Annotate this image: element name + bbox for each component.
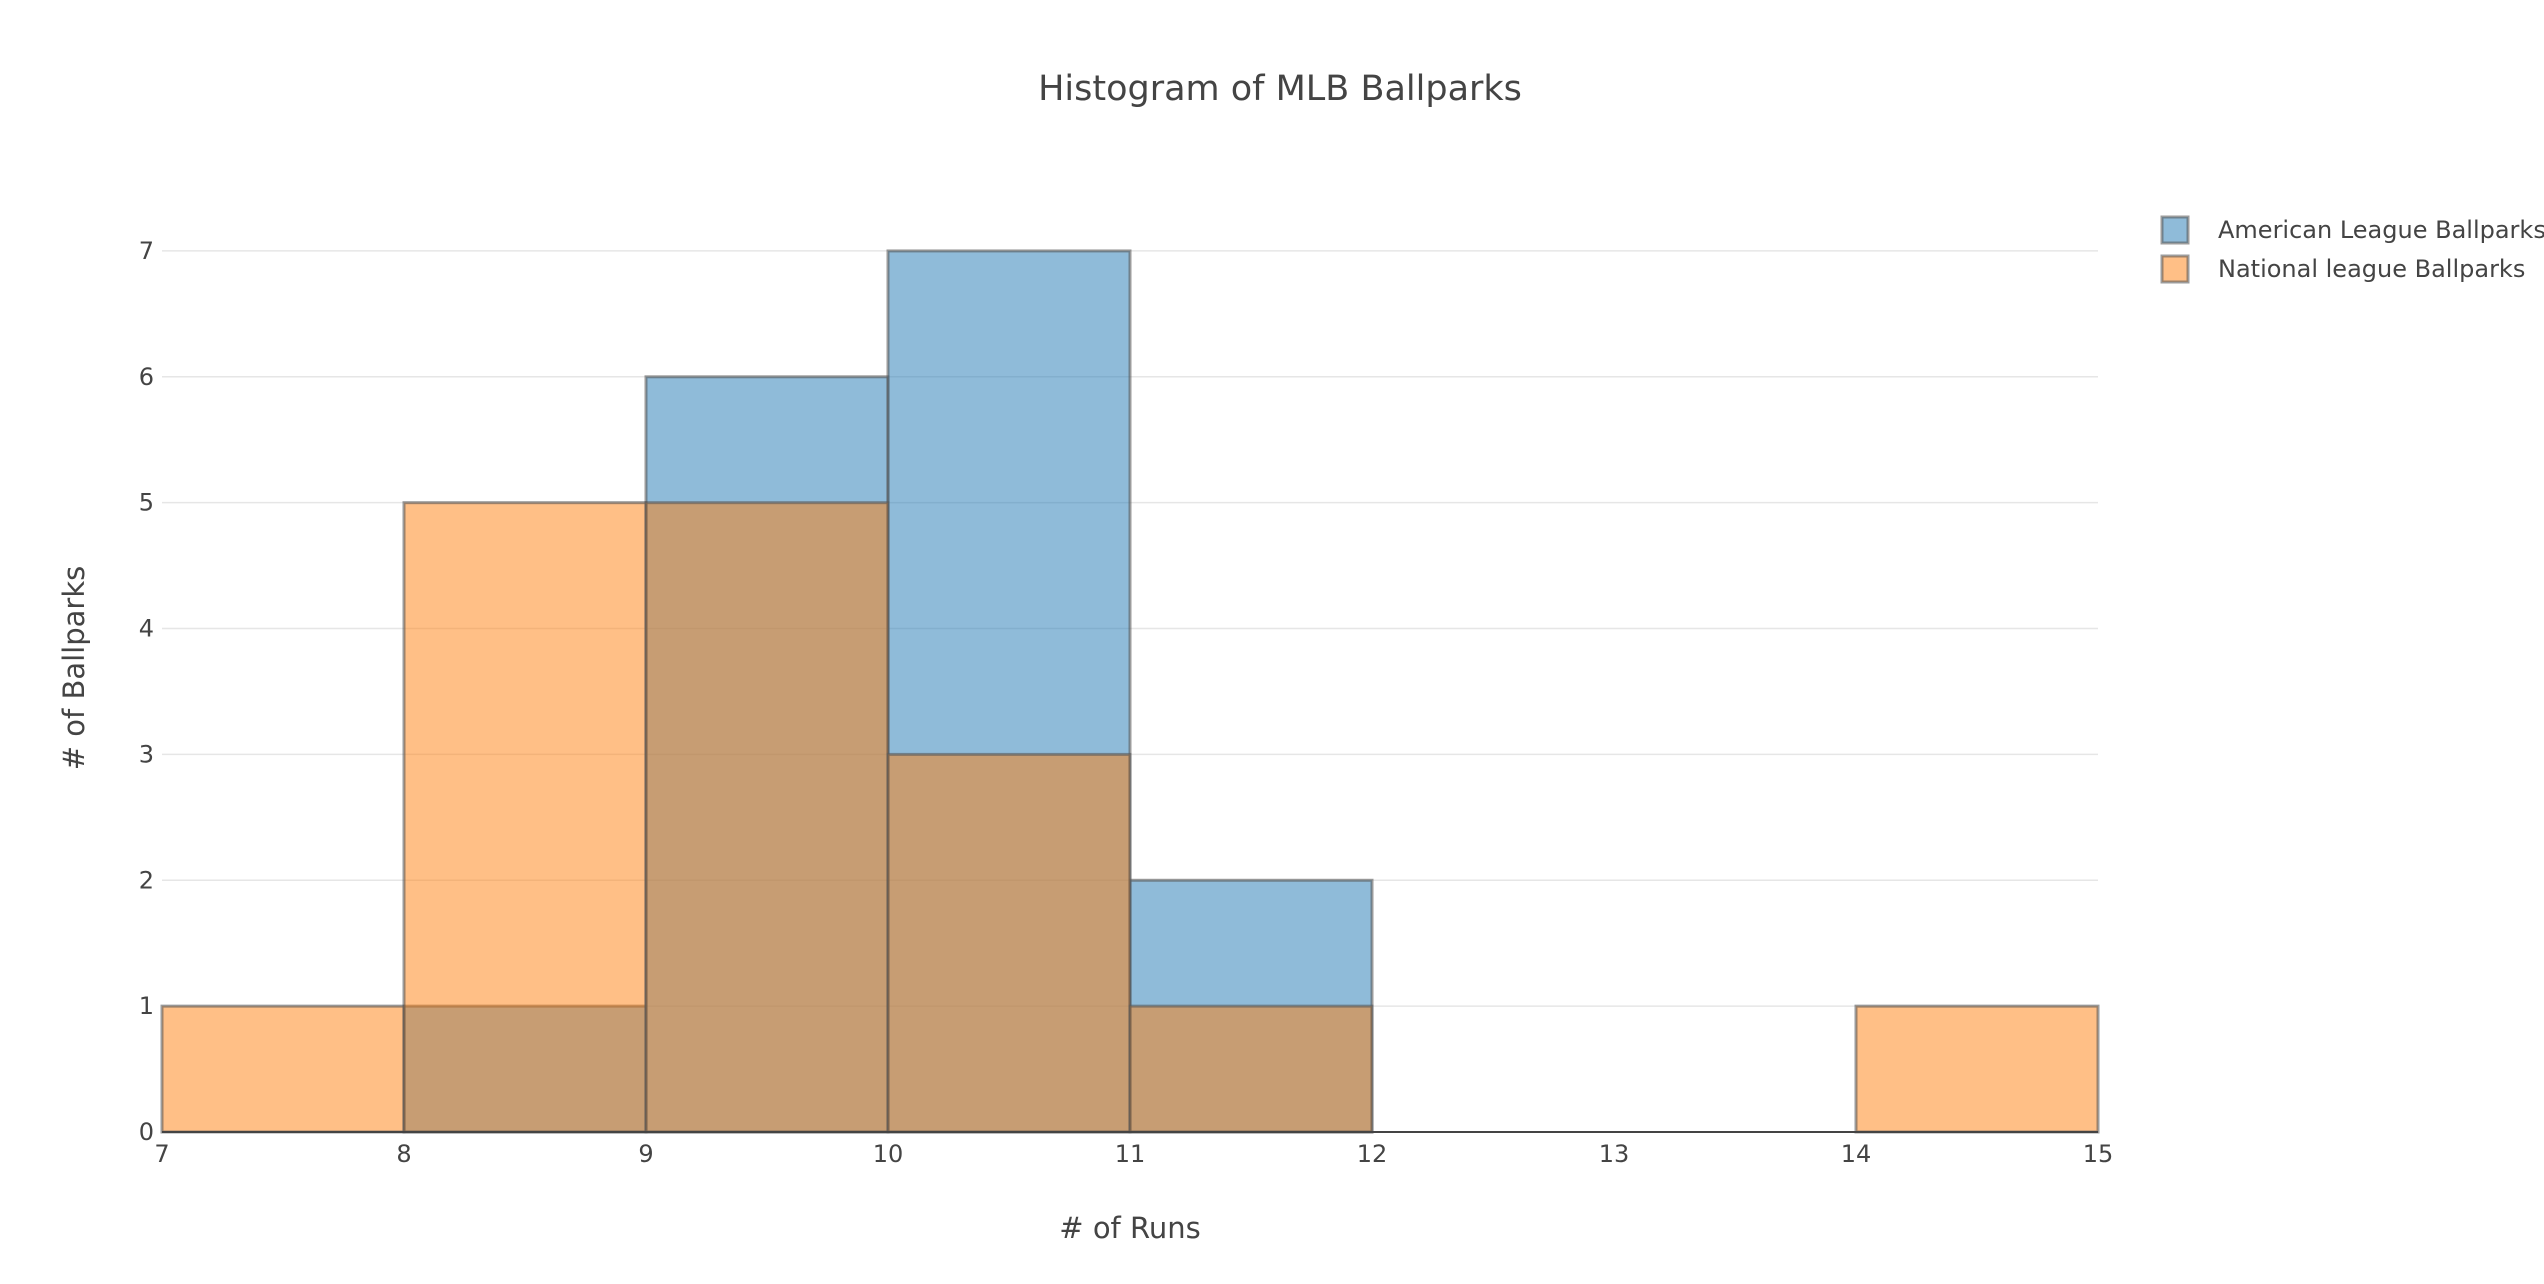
histogram-bar <box>160 1004 406 1134</box>
histogram-bar <box>402 501 648 1134</box>
x-tick-label: 13 <box>1599 1140 1630 1168</box>
y-tick-label: 1 <box>139 992 154 1020</box>
x-axis-title: # of Runs <box>1059 1211 1200 1245</box>
legend: American League Ballparks National league… <box>2160 215 2544 284</box>
series-2-bars <box>160 501 2100 1134</box>
y-tick-label: 0 <box>139 1118 154 1146</box>
histogram-bar <box>644 501 890 1134</box>
legend-swatch <box>2160 215 2190 245</box>
legend-item[interactable]: National league Ballparks <box>2160 254 2525 284</box>
chart-title: Histogram of MLB Ballparks <box>1038 69 1522 109</box>
bars <box>160 249 2100 1134</box>
histogram-bar <box>1128 1004 1374 1134</box>
x-tick-label: 7 <box>154 1140 169 1168</box>
histogram-bar <box>1854 1004 2100 1134</box>
x-tick-label: 14 <box>1841 1140 1872 1168</box>
x-tick-label: 12 <box>1357 1140 1388 1168</box>
y-tick-label: 4 <box>139 615 154 643</box>
legend-label: American League Ballparks <box>2218 216 2544 244</box>
x-tick-label: 10 <box>873 1140 904 1168</box>
y-tick-label: 5 <box>139 489 154 517</box>
x-tick-label: 11 <box>1115 1140 1146 1168</box>
histogram-bar <box>886 752 1132 1134</box>
y-tick-label: 6 <box>139 363 154 391</box>
x-tick-label: 8 <box>396 1140 411 1168</box>
x-tick-label: 15 <box>2083 1140 2114 1168</box>
legend-label: National league Ballparks <box>2218 255 2525 283</box>
legend-swatch <box>2160 254 2190 284</box>
y-tick-label: 7 <box>139 237 154 265</box>
y-tick-label: 2 <box>139 866 154 894</box>
x-tick-label: 9 <box>638 1140 653 1168</box>
legend-item[interactable]: American League Ballparks <box>2160 215 2544 245</box>
y-tick-label: 3 <box>139 740 154 768</box>
y-axis-title: # of Ballparks <box>57 566 91 770</box>
